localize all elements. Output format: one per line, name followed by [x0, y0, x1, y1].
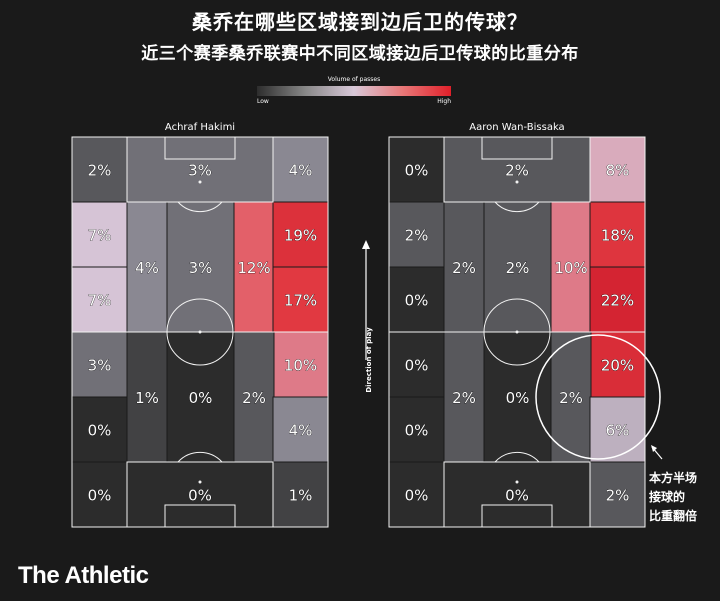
zone-value-label: 10%: [554, 259, 587, 277]
heatmap-zone: [126, 201, 168, 333]
chart-title: 桑乔在哪些区域接到边后卫的传球？: [192, 10, 528, 34]
heatmap-zone: [589, 201, 646, 268]
penalty-arc-bottom: [177, 451, 223, 463]
zone-value-label: 8%: [606, 162, 630, 180]
heatmap-zone: [388, 201, 445, 268]
penalty-spot-top: [198, 180, 202, 184]
zone-value-label: 22%: [601, 292, 634, 310]
zone-value-label: 3%: [189, 259, 213, 277]
heatmap-zone: [272, 461, 329, 528]
penalty-spot-bottom: [515, 480, 519, 484]
zone-value-label: 0%: [405, 422, 429, 440]
legend-title: Volume of passes: [327, 76, 381, 83]
zone-value-label: 1%: [135, 389, 159, 407]
heatmap-zone: [126, 461, 274, 528]
zone-value-label: 20%: [601, 357, 634, 375]
zone-value-label: 2%: [505, 162, 529, 180]
annotation-line: 接球的: [649, 490, 686, 504]
zone-value-label: 1%: [289, 487, 313, 505]
penalty-arc-bottom: [494, 451, 540, 463]
annotation-line: 比重翻倍: [649, 509, 698, 523]
heatmap-zone: [388, 396, 445, 463]
zone-value-label: 3%: [88, 357, 112, 375]
heatmap-zone: [272, 331, 329, 398]
zone-value-label: 2%: [405, 227, 429, 245]
heatmap-zone: [589, 331, 646, 398]
heatmap-zone: [71, 331, 128, 398]
heatmap-zone: [589, 136, 646, 203]
heatmap-zone: [126, 136, 274, 203]
zone-value-label: 0%: [405, 162, 429, 180]
six-yard-box-bottom: [481, 504, 553, 528]
heatmap-zone: [166, 331, 235, 463]
zone-value-label: 2%: [506, 259, 530, 277]
six-yard-box-top: [481, 136, 553, 160]
zone-value-label: 2%: [559, 389, 583, 407]
zone-value-label: 4%: [289, 422, 313, 440]
zone-value-label: 3%: [188, 162, 212, 180]
zone-value-label: 7%: [88, 227, 112, 245]
the-athletic-logo: The Athletic: [18, 562, 149, 589]
penalty-spot-top: [515, 180, 519, 184]
zone-value-label: 6%: [606, 422, 630, 440]
zone-value-label: 4%: [289, 162, 313, 180]
legend-low-label: Low: [257, 98, 269, 105]
zone-value-label: 0%: [505, 487, 529, 505]
direction-of-play-label: Direction of play: [365, 327, 373, 393]
zone-value-label: 0%: [88, 487, 112, 505]
zone-value-label: 17%: [284, 292, 317, 310]
annotation-text: 本方半场 接球的 比重翻倍: [649, 469, 709, 526]
center-circle: [166, 298, 234, 366]
penalty-arc-top: [494, 201, 540, 213]
heatmap-zone: [126, 331, 168, 463]
zone-value-label: 0%: [506, 389, 530, 407]
pitch-title-left: Achraf Hakimi: [164, 122, 236, 133]
six-yard-box-top: [164, 136, 236, 160]
heatmap-zone: [272, 266, 329, 333]
heatmap-zone: [272, 136, 329, 203]
pitch-title-right: Aaron Wan-Bissaka: [469, 122, 565, 133]
zone-value-label: 0%: [189, 389, 213, 407]
zone-value-label: 19%: [284, 227, 317, 245]
zone-value-label: 0%: [405, 357, 429, 375]
zone-value-label: 0%: [405, 487, 429, 505]
zone-value-label: 0%: [188, 487, 212, 505]
zone-value-label: 10%: [284, 357, 317, 375]
center-spot: [198, 330, 202, 334]
six-yard-box-bottom: [164, 504, 236, 528]
zone-value-label: 0%: [405, 292, 429, 310]
annotation-line: 本方半场: [649, 471, 698, 485]
annotation-pointer-head: [651, 445, 657, 452]
zone-value-label: 4%: [135, 259, 159, 277]
chart-subtitle: 近三个赛季桑乔联赛中不同区域接边后卫传球的比重分布: [141, 44, 579, 64]
zone-value-label: 2%: [242, 389, 266, 407]
heatmap-zone: [388, 136, 445, 203]
zone-value-label: 2%: [88, 162, 112, 180]
zone-value-label: 7%: [88, 292, 112, 310]
heatmap-zone: [388, 331, 445, 398]
center-circle: [483, 298, 551, 366]
legend-color-bar: [257, 86, 451, 96]
penalty-spot-bottom: [198, 480, 202, 484]
heatmap-zone: [71, 396, 128, 463]
center-spot: [515, 330, 519, 334]
penalty-arc-top: [177, 201, 223, 213]
zone-value-label: 18%: [601, 227, 634, 245]
direction-arrowhead: [362, 240, 370, 249]
heatmap-zone: [272, 396, 329, 463]
zone-value-label: 2%: [606, 487, 630, 505]
heatmap-zone: [443, 201, 485, 333]
highlight-circle: [535, 334, 661, 460]
zone-value-label: 0%: [88, 422, 112, 440]
zone-value-label: 2%: [452, 389, 476, 407]
heatmap-zone: [388, 266, 445, 333]
legend-high-label: High: [437, 98, 451, 105]
heatmap-zone: [589, 266, 646, 333]
zone-value-label: 2%: [452, 259, 476, 277]
heatmap-zone: [71, 266, 128, 333]
zone-value-label: 12%: [237, 259, 270, 277]
